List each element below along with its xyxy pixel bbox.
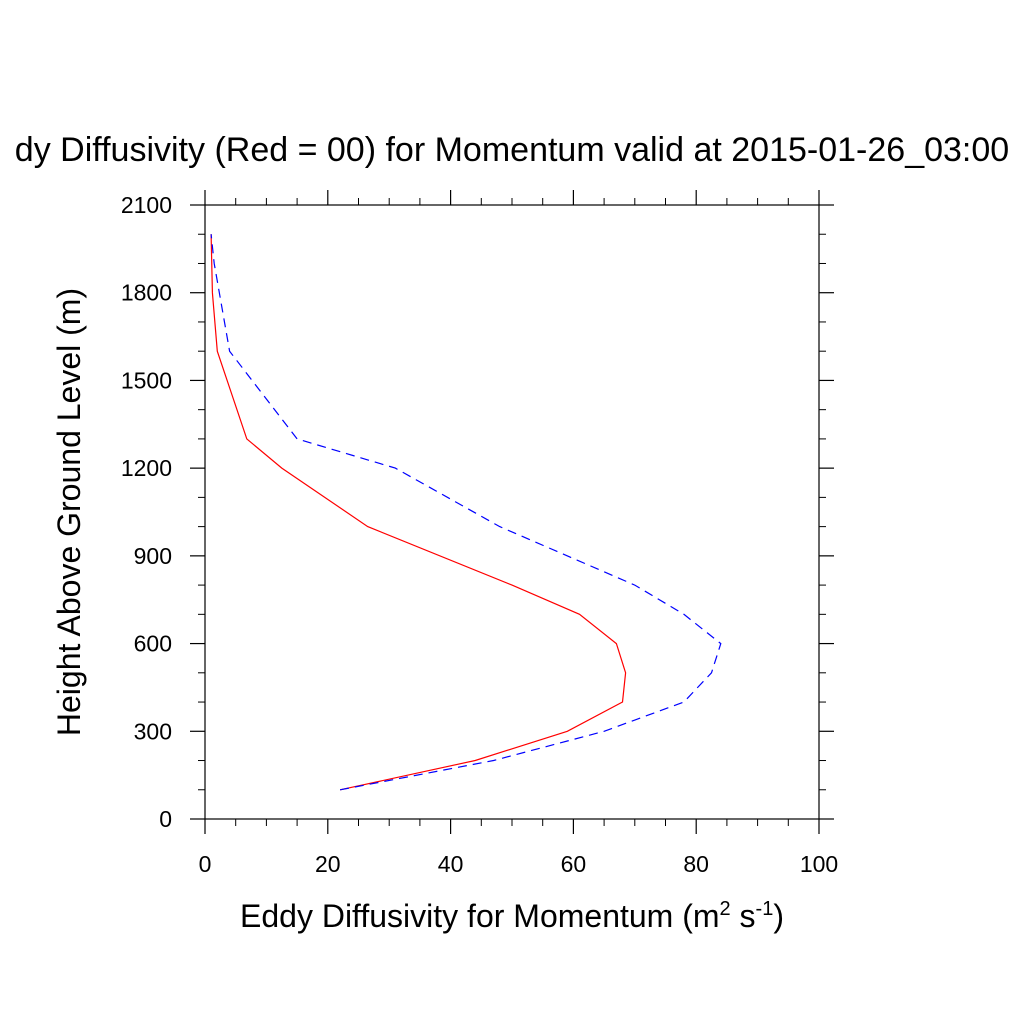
red-solid-series-line xyxy=(210,234,627,791)
x-axis-label-sup2: -1 xyxy=(756,898,774,920)
y-tick-label: 1200 xyxy=(121,455,172,481)
y-tick-label: 1500 xyxy=(121,367,172,393)
x-tick-label: 80 xyxy=(683,851,709,877)
x-tick-label: 0 xyxy=(199,851,212,877)
chart-title: dy Diffusivity (Red = 00) for Momentum v… xyxy=(15,131,1009,169)
plot-frame xyxy=(204,204,820,820)
blue-dashed-series-line xyxy=(210,234,722,791)
major-ticks xyxy=(190,190,834,834)
x-tick-label: 20 xyxy=(315,851,341,877)
series-lines xyxy=(210,234,722,791)
y-tick-label: 2100 xyxy=(121,192,172,218)
x-tick-label: 100 xyxy=(800,851,838,877)
y-tick-label: 600 xyxy=(134,631,172,657)
minor-ticks xyxy=(198,198,826,826)
y-tick-label: 0 xyxy=(159,806,172,832)
x-tick-labels: 0 20 40 60 80 100 xyxy=(199,851,839,877)
y-tick-label: 900 xyxy=(134,543,172,569)
x-axis-label-main: Eddy Diffusivity for Momentum (m xyxy=(240,898,720,934)
x-axis-label: Eddy Diffusivity for Momentum (m2 s-1) xyxy=(240,898,784,934)
x-axis-label-end: ) xyxy=(773,898,784,934)
y-tick-label: 300 xyxy=(134,718,172,744)
x-axis-label-mid: s xyxy=(731,898,756,934)
x-tick-label: 40 xyxy=(438,851,464,877)
x-axis-label-sup1: 2 xyxy=(720,898,731,920)
y-axis-label: Height Above Ground Level (m) xyxy=(51,288,87,736)
y-tick-labels: 0 300 600 900 1200 1500 1800 2100 xyxy=(121,192,172,832)
x-tick-label: 60 xyxy=(561,851,587,877)
y-tick-label: 1800 xyxy=(121,280,172,306)
